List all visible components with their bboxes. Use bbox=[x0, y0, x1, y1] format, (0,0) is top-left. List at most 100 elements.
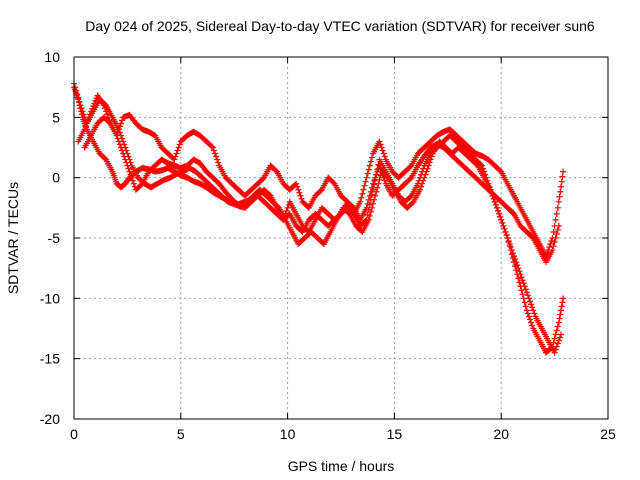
data-point-marker bbox=[515, 265, 522, 272]
data-point-marker bbox=[175, 144, 182, 151]
data-point-marker bbox=[551, 335, 558, 342]
data-point-marker bbox=[357, 198, 364, 205]
data-point-marker bbox=[501, 225, 508, 232]
data-point-marker bbox=[516, 279, 523, 286]
data-point-marker bbox=[121, 153, 128, 160]
data-point-marker bbox=[372, 174, 379, 181]
data-point-marker bbox=[209, 144, 216, 151]
x-tick-label: 20 bbox=[493, 426, 509, 442]
data-point-marker bbox=[82, 123, 89, 130]
data-point-marker bbox=[378, 168, 385, 175]
data-point-marker bbox=[550, 228, 557, 235]
data-point-marker bbox=[365, 196, 372, 203]
data-point-marker bbox=[208, 143, 215, 150]
data-point-marker bbox=[376, 176, 383, 183]
data-point-marker bbox=[505, 238, 512, 245]
data-point-marker bbox=[360, 186, 367, 193]
data-point-marker bbox=[512, 256, 519, 263]
data-point-marker bbox=[359, 190, 366, 197]
data-point-marker bbox=[380, 150, 387, 157]
data-point-marker bbox=[554, 226, 561, 233]
data-point-marker bbox=[103, 108, 110, 115]
data-point-marker bbox=[77, 102, 84, 109]
data-point-marker bbox=[509, 250, 516, 257]
data-point-marker bbox=[80, 111, 87, 118]
data-point-marker bbox=[515, 275, 522, 282]
data-point-marker bbox=[380, 174, 387, 181]
data-point-marker bbox=[555, 198, 562, 205]
data-point-marker bbox=[553, 327, 560, 334]
data-point-marker bbox=[551, 239, 558, 246]
data-point-marker bbox=[547, 241, 554, 248]
data-point-marker bbox=[370, 200, 377, 207]
data-point-marker bbox=[520, 280, 527, 287]
data-point-marker bbox=[214, 156, 221, 163]
data-point-marker bbox=[358, 194, 365, 201]
data-point-marker bbox=[553, 210, 560, 217]
data-point-marker bbox=[553, 230, 560, 237]
data-point-marker bbox=[127, 171, 134, 178]
data-point-marker bbox=[115, 126, 122, 133]
data-point-marker bbox=[508, 247, 515, 254]
data-point-marker bbox=[296, 189, 303, 196]
data-point-marker bbox=[556, 315, 563, 322]
data-point-marker bbox=[368, 204, 375, 211]
data-point-marker bbox=[523, 307, 530, 314]
data-point-marker bbox=[128, 174, 135, 181]
data-point-marker bbox=[124, 162, 131, 169]
data-point-marker bbox=[336, 211, 343, 218]
data-point-marker bbox=[496, 210, 503, 217]
data-point-marker bbox=[85, 114, 92, 121]
data-point-marker bbox=[130, 180, 137, 187]
data-point-marker bbox=[522, 286, 529, 293]
y-tick-label: -10 bbox=[40, 290, 60, 306]
x-tick-label: 15 bbox=[387, 426, 403, 442]
data-point-marker bbox=[176, 141, 183, 148]
data-point-marker bbox=[554, 323, 561, 330]
data-point-marker bbox=[298, 195, 305, 202]
data-point-marker bbox=[492, 201, 499, 208]
data-point-marker bbox=[529, 304, 536, 311]
data-point-marker bbox=[174, 147, 181, 154]
data-point-marker bbox=[362, 178, 369, 185]
data-point-marker bbox=[101, 105, 108, 112]
data-point-marker bbox=[173, 150, 180, 157]
data-point-marker bbox=[317, 187, 324, 194]
data-point-marker bbox=[106, 119, 113, 126]
data-point-marker bbox=[559, 173, 566, 180]
data-point-marker bbox=[266, 191, 273, 198]
data-point-marker bbox=[295, 186, 302, 193]
data-point-marker bbox=[293, 180, 300, 187]
data-point-marker bbox=[524, 292, 531, 299]
data-point-marker bbox=[371, 177, 378, 184]
y-tick-labels: -20 -15 -10 -5 0 5 10 bbox=[40, 49, 60, 427]
data-point-marker bbox=[516, 268, 523, 275]
chart-title: Day 024 of 2025, Sidereal Day-to-day VTE… bbox=[85, 18, 595, 34]
data-point-marker bbox=[345, 209, 352, 216]
data-point-marker bbox=[116, 123, 123, 130]
data-point-marker bbox=[284, 204, 291, 211]
data-point-marker bbox=[75, 95, 82, 102]
data-point-marker bbox=[92, 97, 99, 104]
y-tick-label: 5 bbox=[52, 109, 60, 125]
data-point-marker bbox=[283, 207, 290, 214]
data-point-marker bbox=[552, 346, 559, 353]
y-tick-label: -20 bbox=[40, 411, 60, 427]
data-point-marker bbox=[383, 173, 390, 180]
data-point-marker bbox=[282, 210, 289, 217]
data-point-marker bbox=[518, 287, 525, 294]
data-point-marker bbox=[511, 253, 518, 260]
data-point-marker bbox=[377, 165, 384, 172]
data-point-marker bbox=[381, 153, 388, 160]
data-point-marker bbox=[365, 166, 372, 173]
data-point-marker bbox=[546, 244, 553, 251]
data-point-marker bbox=[120, 150, 127, 157]
data-point-marker bbox=[125, 165, 132, 172]
data-point-marker bbox=[377, 141, 384, 148]
data-point-marker bbox=[558, 178, 565, 185]
data-point-marker bbox=[524, 310, 531, 317]
data-point-marker bbox=[531, 310, 538, 317]
data-point-marker bbox=[480, 165, 487, 172]
data-point-marker bbox=[84, 117, 91, 124]
data-point-marker bbox=[498, 216, 505, 223]
